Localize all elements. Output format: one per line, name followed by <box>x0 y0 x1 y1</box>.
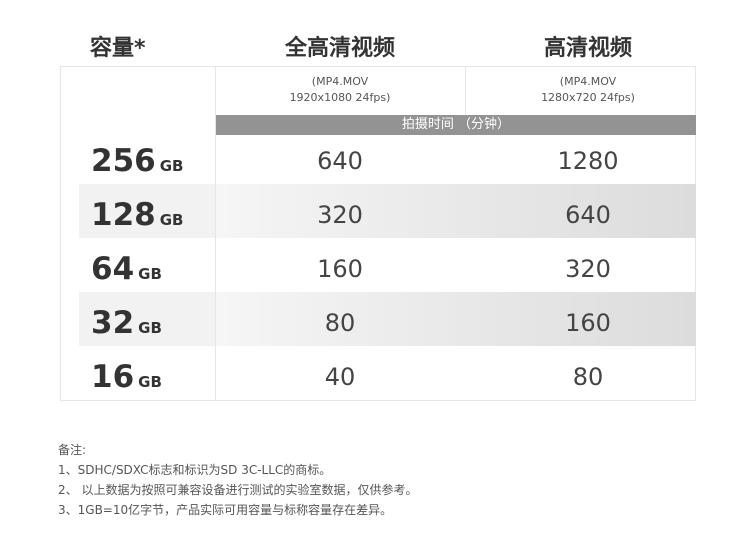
full-hd-minutes: 80 <box>324 309 356 337</box>
table-row: 128 GB 320 640 <box>79 188 696 242</box>
notes-title: 备注: <box>58 443 87 457</box>
capacity-value: 128 <box>91 197 156 233</box>
full-hd-minutes: 320 <box>317 201 363 229</box>
full-hd-minutes: 640 <box>317 147 363 175</box>
full-hd-format-line: (MP4.MOV <box>311 75 369 88</box>
table-row: 256 GB 640 1280 <box>79 134 696 188</box>
notes-section: 备注: 1、SDHC/SDXC标志和标识为SD 3C-LLC的商标。 2、 以上… <box>58 440 417 520</box>
table-row-shade <box>79 292 696 346</box>
hd-format-line: (MP4.MOV <box>559 75 617 88</box>
note-item: 3、1GB=10亿字节，产品实际可用容量与标称容量存在差异。 <box>58 503 393 517</box>
hd-minutes: 320 <box>565 255 611 283</box>
table-row: 32 GB 80 160 <box>79 296 696 350</box>
hd-format: (MP4.MOV 1280x720 24fps) <box>465 74 711 106</box>
full-hd-format: (MP4.MOV 1920x1080 24fps) <box>215 74 465 106</box>
capacity-value: 32 <box>91 305 135 341</box>
hd-minutes: 1280 <box>557 147 619 175</box>
full-hd-minutes: 40 <box>324 363 356 391</box>
hd-minutes: 160 <box>565 309 611 337</box>
column-divider <box>215 66 216 401</box>
capacity-unit: GB <box>138 373 162 391</box>
table-row-shade <box>79 184 696 238</box>
capacity-unit: GB <box>159 157 184 175</box>
capacity-value: 64 <box>91 251 135 287</box>
full-hd-header: 全高清视频 <box>284 36 395 61</box>
capacity-header: 容量* <box>90 36 146 61</box>
capacity-cell: 64 GB <box>91 242 162 296</box>
capacity-value: 256 <box>91 143 156 179</box>
hd-header: 高清视频 <box>543 36 632 61</box>
hd-minutes: 640 <box>565 201 611 229</box>
hd-minutes: 80 <box>572 363 604 391</box>
full-hd-format-line: 1920x1080 24fps) <box>289 91 391 104</box>
capacity-cell: 256 GB <box>91 134 183 188</box>
capacity-unit: GB <box>138 319 162 337</box>
recording-time-bar: 拍摄时间 （分钟） <box>216 115 696 135</box>
note-item: 2、 以上数据为按照可兼容设备进行测试的实验室数据，仅供参考。 <box>58 483 418 497</box>
note-item: 1、SDHC/SDXC标志和标识为SD 3C-LLC的商标。 <box>58 463 332 477</box>
table-row: 64 GB 160 320 <box>79 242 696 296</box>
full-hd-minutes: 160 <box>317 255 363 283</box>
table-row: 16 GB 40 80 <box>79 350 696 404</box>
capacity-cell: 128 GB <box>91 188 183 242</box>
hd-format-line: 1280x720 24fps) <box>541 91 635 104</box>
capacity-unit: GB <box>138 265 162 283</box>
capacity-cell: 16 GB <box>91 350 162 404</box>
capacity-value: 16 <box>91 359 135 395</box>
capacity-cell: 32 GB <box>91 296 162 350</box>
column-divider <box>465 66 466 134</box>
capacity-unit: GB <box>159 211 184 229</box>
